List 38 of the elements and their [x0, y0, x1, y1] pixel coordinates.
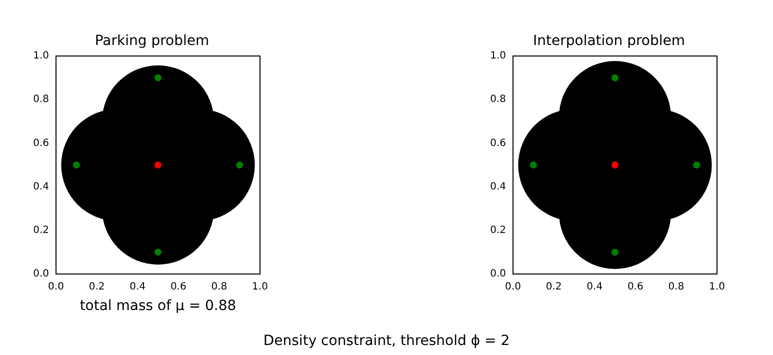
- y-tick-label: 0.8: [490, 94, 506, 106]
- y-tick-label: 0.8: [33, 94, 49, 106]
- y-tick-label: 0.4: [33, 181, 49, 192]
- text: Density constraint, threshold ϕ = 2: [262, 333, 511, 349]
- x-tick-label: 0.8: [668, 282, 684, 293]
- x-tick-label: 0.6: [627, 282, 644, 293]
- y-tick-label: 0.0: [33, 268, 49, 280]
- y-tick-label: 0.2: [490, 224, 506, 236]
- point: [236, 162, 244, 168]
- x-tick-label: 0.2: [88, 282, 105, 293]
- y-tick-label: 1.0: [33, 50, 49, 62]
- y-tick-label: 1.0: [490, 50, 506, 62]
- x-tick-label: 1.0: [252, 282, 268, 293]
- point: [154, 74, 162, 82]
- point: [154, 162, 162, 168]
- point: [612, 74, 618, 82]
- x-tick-label: 0.2: [546, 282, 562, 293]
- x-tick-label: 0.6: [170, 282, 186, 293]
- x-tick-label: 1.0: [709, 282, 725, 293]
- y-tick-label: 0.6: [33, 138, 49, 149]
- chart-title: Interpolation problem: [533, 33, 685, 50]
- point: [72, 162, 80, 168]
- y-tick-label: 0.6: [490, 138, 506, 149]
- point: [693, 162, 700, 168]
- point: [154, 248, 162, 256]
- point: [530, 162, 537, 168]
- x-tick-label: 0.0: [505, 282, 521, 293]
- point: [612, 248, 618, 256]
- x-axis-title: total mass of μ = 0.88: [80, 298, 236, 314]
- chart-title: Parking problem: [94, 33, 210, 50]
- y-tick-label: 0.4: [490, 181, 506, 192]
- x-tick-label: 0.0: [48, 282, 64, 293]
- y-tick-label: 0.2: [33, 224, 49, 236]
- y-tick-label: 0.0: [490, 268, 506, 280]
- x-tick-label: 0.4: [130, 282, 146, 293]
- x-tick-label: 0.8: [211, 282, 228, 293]
- x-tick-label: 0.4: [586, 282, 603, 293]
- point: [612, 162, 618, 168]
